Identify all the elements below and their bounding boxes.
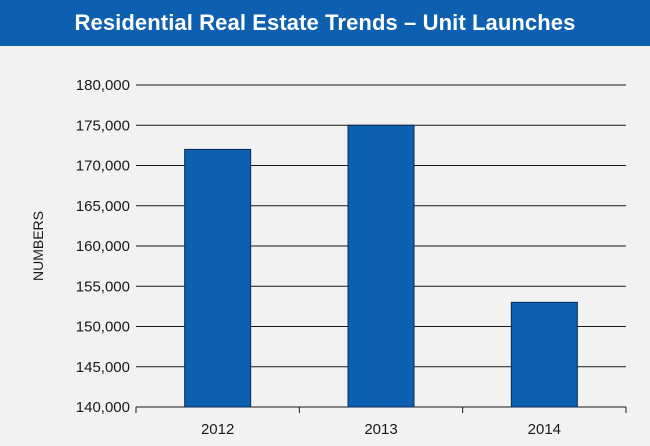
y-axis-title: NUMBERS: [30, 211, 46, 281]
y-tick-label: 155,000: [76, 278, 130, 295]
x-tick-label: 2013: [364, 421, 397, 438]
bar-2014: [510, 301, 578, 408]
x-tick-label: 2012: [201, 421, 234, 438]
y-tick-label: 175,000: [76, 117, 130, 134]
bar-2013: [347, 124, 415, 408]
chart-title: Residential Real Estate Trends – Unit La…: [74, 10, 576, 35]
y-tick-label: 180,000: [76, 77, 130, 94]
y-tick-label: 145,000: [76, 359, 130, 376]
y-tick-label: 160,000: [76, 238, 130, 255]
bar-2012: [184, 148, 252, 408]
bar-chart: 140,000 145,000 150,000 155,000 160,000 165,0…: [30, 77, 627, 438]
y-tick-label: 165,000: [76, 198, 130, 215]
y-tick-label: 150,000: [76, 319, 130, 336]
y-tick-label: 140,000: [76, 399, 130, 416]
y-tick-label: 170,000: [76, 158, 130, 175]
title-bar: Residential Real Estate Trends – Unit La…: [0, 0, 650, 46]
x-tick-label: 2014: [528, 421, 561, 438]
